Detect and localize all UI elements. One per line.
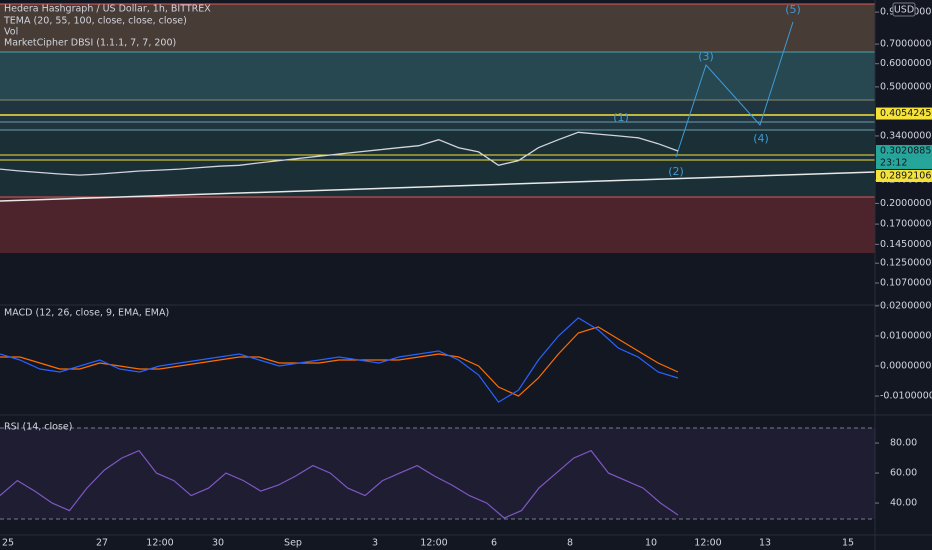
macd-tick-label: 0.01000000	[880, 330, 932, 341]
price-tick-label: 0.60000000	[880, 58, 932, 69]
rsi-tick-label: 80.00	[890, 438, 917, 449]
macd-line	[0, 317, 679, 403]
price-tick-label: 0.50000000	[880, 81, 932, 92]
currency-label: USD	[894, 5, 914, 16]
macd-tick-label: 0.02000000	[880, 300, 932, 311]
indicator-label: Vol	[4, 27, 18, 38]
indicator-label: TEMA (20, 55, 100, close, close, close)	[3, 16, 187, 27]
price-tick-label: 0.10700000	[880, 277, 932, 288]
zone-brown	[0, 4, 875, 52]
wave-label: (3)	[698, 50, 714, 63]
zone-red	[0, 197, 875, 253]
rsi-tick-label: 40.00	[890, 498, 917, 509]
price-badge	[876, 144, 932, 157]
time-label: 12:00	[694, 538, 721, 549]
wave-label: (4)	[753, 132, 769, 145]
price-tick-label: 0.34000000	[880, 130, 932, 141]
price-line	[0, 131, 679, 176]
time-label: 6	[491, 538, 497, 549]
countdown-label: 23:12	[880, 157, 907, 168]
price-badge-label: 0.30208857	[880, 145, 932, 156]
time-label: 25	[2, 538, 14, 549]
countdown-box	[876, 156, 932, 169]
symbol-title: Hedera Hashgraph / US Dollar, 1h, BITTRE…	[4, 4, 211, 15]
price-badge	[876, 169, 932, 182]
price-tick-label: 0.12500000	[880, 258, 932, 269]
indicator-label: MarketCipher DBSI (1.1.1, 7, 7, 200)	[4, 38, 176, 49]
price-badge-label: 0.28921065	[880, 170, 932, 181]
wave-path	[675, 21, 794, 158]
time-label: 8	[567, 538, 573, 549]
rsi-tick-label: 60.00	[890, 468, 917, 479]
time-label: 15	[842, 538, 854, 549]
price-tick-label: 0.20000000	[880, 198, 932, 209]
rsi-band	[0, 428, 875, 519]
macd-tick-label: -0.01000000	[880, 391, 932, 402]
time-label: 13	[759, 538, 771, 549]
time-label: 27	[96, 538, 108, 549]
rsi-title: RSI (14, close)	[4, 422, 72, 433]
wave-label: (2)	[668, 165, 684, 178]
time-label: 30	[212, 538, 224, 549]
time-label: Sep	[284, 538, 302, 549]
time-label: 12:00	[420, 538, 447, 549]
price-badge	[876, 107, 932, 120]
time-label: 12:00	[146, 538, 173, 549]
price-tick-label: 0.14500000	[880, 239, 932, 250]
signal-line	[0, 326, 679, 397]
zone-teal	[0, 52, 875, 100]
trend-line	[0, 171, 876, 202]
price-tick-label: 0.17000000	[880, 219, 932, 230]
macd-tick-label: 0.00000000	[880, 361, 932, 372]
price-tick-label: 0.70000000	[880, 39, 932, 50]
currency-box	[892, 2, 916, 17]
time-label: 3	[372, 538, 378, 549]
price-badge-label: 0.40542451	[880, 108, 932, 119]
wave-label: (5)	[785, 3, 801, 16]
macd-title: MACD (12, 26, close, 9, EMA, EMA)	[4, 308, 169, 319]
wave-label: (1)	[613, 111, 629, 124]
rsi-line	[0, 449, 679, 519]
time-label: 10	[645, 538, 657, 549]
